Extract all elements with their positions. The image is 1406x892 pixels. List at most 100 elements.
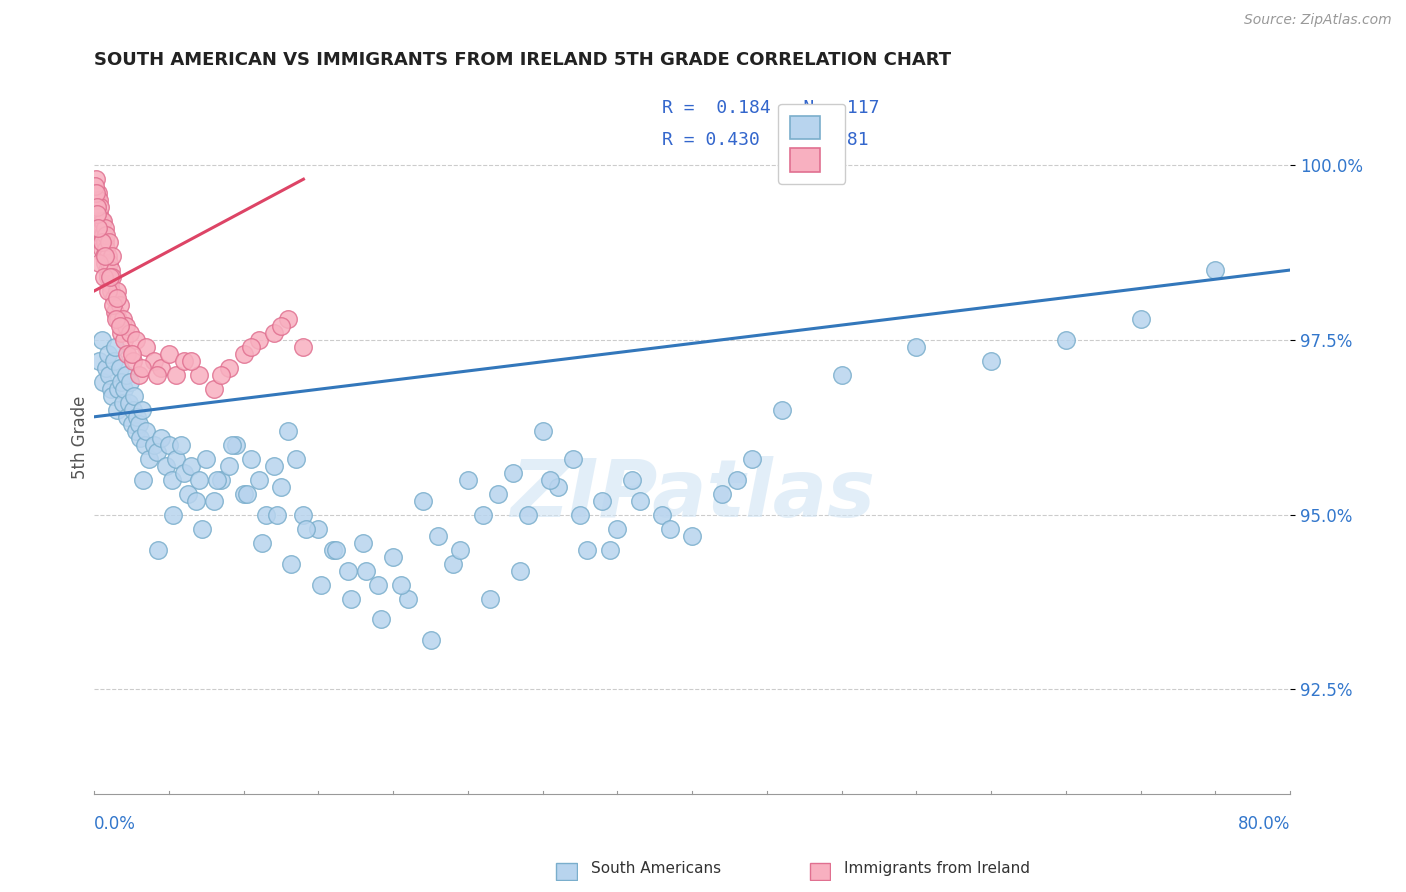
Point xyxy=(86,193,108,207)
Point xyxy=(187,473,209,487)
Point xyxy=(91,375,114,389)
Point xyxy=(240,451,263,466)
Point xyxy=(205,473,228,487)
Point xyxy=(209,473,232,487)
Point xyxy=(100,284,122,298)
Point xyxy=(122,402,145,417)
Point xyxy=(114,368,136,382)
Point xyxy=(114,318,136,333)
Text: R = 0.430   N =  81: R = 0.430 N = 81 xyxy=(662,131,869,149)
Point xyxy=(84,186,107,201)
Point xyxy=(367,577,389,591)
Point xyxy=(307,522,329,536)
Point xyxy=(97,249,120,263)
Point xyxy=(187,368,209,382)
Point xyxy=(127,409,149,424)
Point xyxy=(905,340,928,354)
Point xyxy=(131,402,153,417)
Point xyxy=(1204,263,1226,277)
Point xyxy=(195,451,218,466)
Point xyxy=(94,249,117,263)
Point xyxy=(295,522,318,536)
Point xyxy=(770,402,793,417)
Point xyxy=(170,438,193,452)
Point xyxy=(91,228,114,243)
Point xyxy=(146,444,169,458)
Point xyxy=(90,333,112,347)
Point xyxy=(117,396,139,410)
Point xyxy=(157,438,180,452)
Text: South Americans: South Americans xyxy=(591,861,721,876)
Point xyxy=(382,549,405,564)
Point xyxy=(980,354,1002,368)
Point xyxy=(110,375,132,389)
Text: Immigrants from Ireland: Immigrants from Ireland xyxy=(844,861,1029,876)
Y-axis label: 5th Grade: 5th Grade xyxy=(72,396,89,480)
Point xyxy=(87,214,110,228)
Point xyxy=(146,368,169,382)
Point xyxy=(91,242,114,256)
Point xyxy=(180,458,202,473)
Point xyxy=(100,382,122,396)
Point xyxy=(337,564,360,578)
Point xyxy=(93,249,115,263)
Point xyxy=(134,438,156,452)
Point xyxy=(173,466,195,480)
Point xyxy=(101,389,124,403)
Point xyxy=(90,214,112,228)
Point xyxy=(576,542,599,557)
Point xyxy=(91,214,114,228)
Point xyxy=(100,263,122,277)
Point xyxy=(155,458,177,473)
Point xyxy=(322,542,344,557)
Point xyxy=(725,473,748,487)
Point xyxy=(606,522,628,536)
Point xyxy=(84,193,107,207)
Point xyxy=(115,347,138,361)
Point xyxy=(135,424,157,438)
Point xyxy=(471,508,494,522)
Point xyxy=(202,493,225,508)
Point xyxy=(561,451,583,466)
Point xyxy=(142,354,165,368)
Point xyxy=(138,451,160,466)
Point xyxy=(225,438,247,452)
Point xyxy=(599,542,621,557)
Point xyxy=(325,542,347,557)
Point xyxy=(1129,312,1152,326)
Point xyxy=(125,333,148,347)
Point xyxy=(509,564,531,578)
Point xyxy=(150,431,173,445)
Point xyxy=(97,347,120,361)
Point xyxy=(177,486,200,500)
Point xyxy=(457,473,479,487)
Point xyxy=(86,200,108,214)
Point xyxy=(284,451,307,466)
Point xyxy=(270,318,292,333)
Point xyxy=(122,354,145,368)
Point xyxy=(502,466,524,480)
Point xyxy=(97,270,120,285)
Point xyxy=(191,522,214,536)
Point xyxy=(247,333,270,347)
Point xyxy=(132,473,155,487)
Point xyxy=(232,347,254,361)
Point xyxy=(266,508,288,522)
Point xyxy=(591,493,613,508)
Point xyxy=(165,368,187,382)
Point xyxy=(129,431,152,445)
Point xyxy=(263,458,285,473)
Point xyxy=(111,312,134,326)
Point xyxy=(87,193,110,207)
Text: 0.0%: 0.0% xyxy=(94,815,136,833)
Point xyxy=(105,402,128,417)
Point xyxy=(202,382,225,396)
Point xyxy=(184,493,207,508)
Text: ZIPatlas: ZIPatlas xyxy=(509,456,875,533)
Point xyxy=(110,318,132,333)
Point xyxy=(93,270,115,285)
Point xyxy=(173,354,195,368)
Legend: , : , xyxy=(779,104,845,184)
Point xyxy=(531,424,554,438)
Point xyxy=(94,256,117,270)
